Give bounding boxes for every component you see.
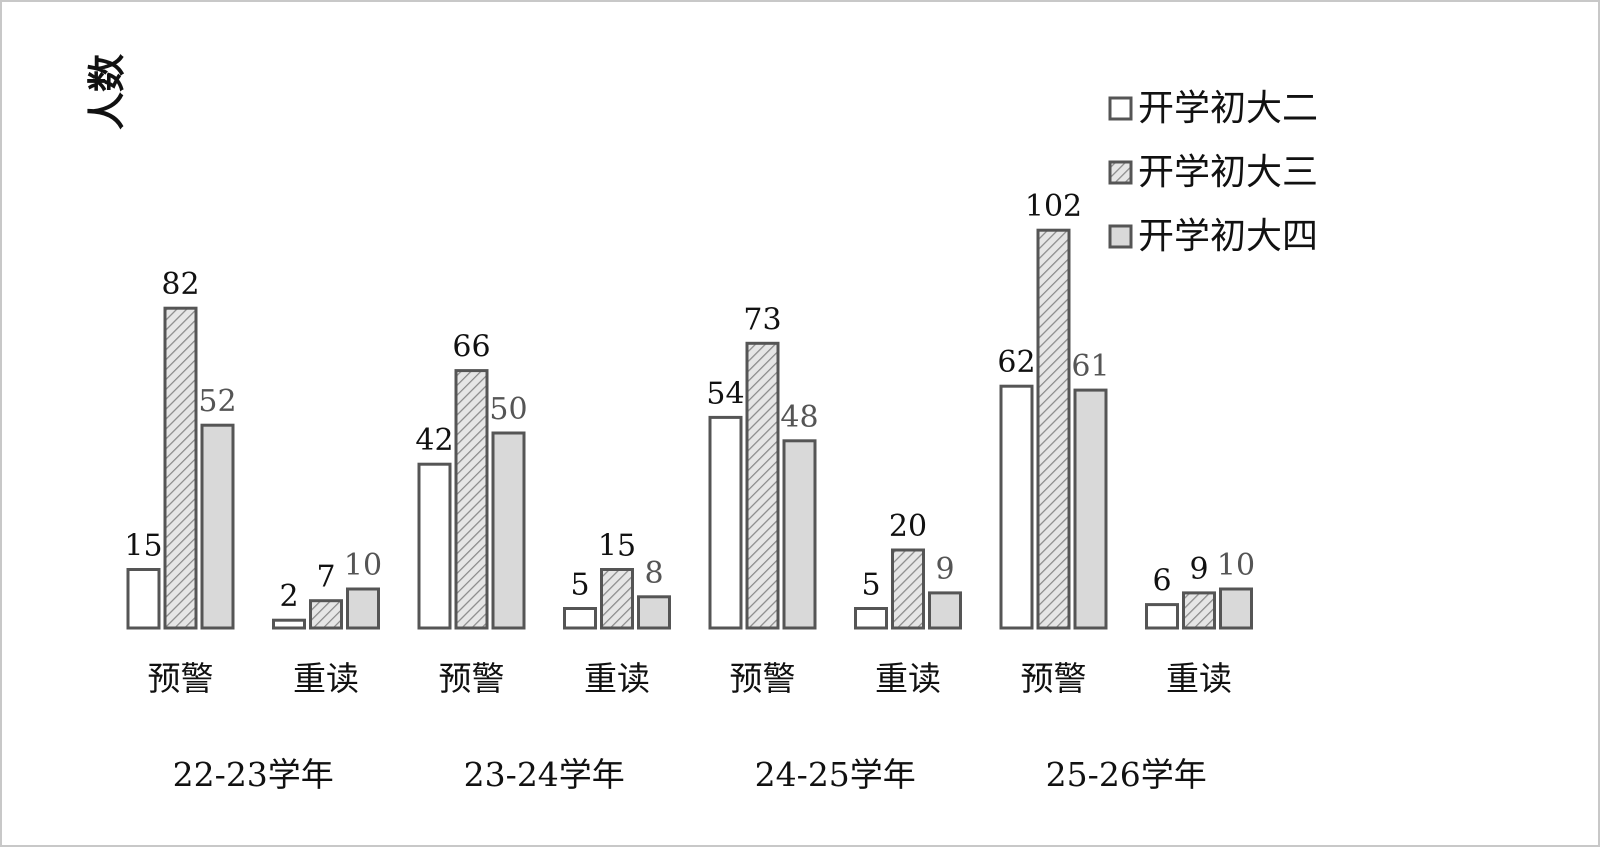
category-label: 重读: [1166, 659, 1232, 698]
bar-开学初大二-7: [1145, 603, 1179, 630]
group-labels-layer: 22-23学年 23-24学年 24-25学年 25-26学年: [173, 755, 1207, 794]
bar-开学初大二-2: [417, 462, 452, 630]
category-label: 重读: [584, 659, 650, 698]
bar-开学初大四-5: [928, 591, 962, 630]
data-label: 82: [161, 267, 199, 302]
legend-label: 开学初大四: [1138, 216, 1318, 257]
bar-开学初大四-2: [491, 431, 526, 630]
bar-开学初大四-3: [637, 595, 671, 630]
data-label: 10: [1217, 548, 1255, 583]
data-label: 42: [415, 423, 453, 458]
legend-label: 开学初大三: [1138, 152, 1318, 193]
bar-开学初大三-6: [1036, 228, 1071, 630]
data-label: 102: [1025, 189, 1082, 224]
bar-开学初大三-5: [891, 548, 925, 630]
category-labels-layer: 预警 重读 预警 重读 预警 重读 预警 重读: [148, 659, 1233, 698]
data-label: 62: [997, 345, 1035, 380]
data-label: 7: [316, 560, 335, 595]
group-label: 24-25学年: [755, 755, 916, 794]
group-label: 23-24学年: [464, 755, 625, 794]
data-label: 15: [124, 529, 162, 564]
bar-开学初大二-0: [126, 568, 161, 630]
bar-开学初大四-6: [1073, 388, 1108, 630]
group-label: 22-23学年: [173, 755, 334, 794]
data-label: 15: [598, 529, 636, 564]
bar-开学初大三-2: [454, 369, 489, 630]
bar-开学初大三-7: [1182, 591, 1216, 630]
legend-swatch: [1108, 160, 1133, 185]
bar-开学初大三-0: [163, 306, 198, 630]
data-label: 50: [489, 392, 527, 427]
bar-开学初大四-4: [782, 439, 817, 630]
bar-开学初大三-3: [600, 568, 634, 630]
bars-layer: [126, 228, 1253, 630]
data-label: 73: [743, 302, 781, 337]
data-label: 61: [1071, 349, 1109, 384]
data-label: 20: [889, 509, 927, 544]
bar-开学初大二-5: [854, 607, 888, 630]
category-label: 预警: [148, 659, 214, 698]
data-label: 52: [198, 384, 236, 419]
data-label: 9: [935, 552, 954, 587]
bar-开学初大三-1: [309, 599, 343, 630]
y-axis-label: 人数: [85, 54, 129, 130]
bar-开学初大二-3: [563, 607, 597, 630]
data-label: 10: [344, 548, 382, 583]
bar-开学初大四-7: [1219, 587, 1253, 630]
legend-swatch: [1108, 224, 1133, 249]
data-label: 5: [570, 568, 589, 603]
data-label: 6: [1152, 564, 1171, 599]
data-label: 9: [1189, 552, 1208, 587]
data-label: 5: [861, 568, 880, 603]
data-label: 48: [780, 400, 818, 435]
category-label: 重读: [293, 659, 359, 698]
group-label: 25-26学年: [1046, 755, 1207, 794]
bar-开学初大四-0: [200, 423, 235, 630]
legend-label: 开学初大二: [1138, 88, 1318, 129]
data-label: 54: [706, 376, 744, 411]
category-label: 预警: [439, 659, 505, 698]
bar-开学初大四-1: [346, 587, 380, 630]
bar-开学初大二-1: [272, 618, 306, 630]
category-label: 预警: [1021, 659, 1087, 698]
bar-开学初大二-4: [708, 415, 743, 630]
category-label: 预警: [730, 659, 796, 698]
data-label: 2: [279, 579, 298, 614]
data-label: 8: [644, 556, 663, 591]
bar-开学初大三-4: [745, 341, 780, 630]
category-label: 重读: [875, 659, 941, 698]
data-label: 66: [452, 330, 490, 365]
bar-开学初大二-6: [999, 384, 1034, 630]
legend-swatch: [1108, 96, 1133, 121]
